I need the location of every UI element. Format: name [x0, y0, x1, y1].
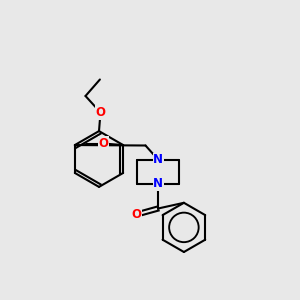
Text: O: O	[131, 208, 142, 221]
Text: N: N	[153, 153, 163, 166]
Text: N: N	[153, 177, 163, 190]
Text: O: O	[99, 137, 109, 150]
Text: O: O	[95, 106, 106, 119]
